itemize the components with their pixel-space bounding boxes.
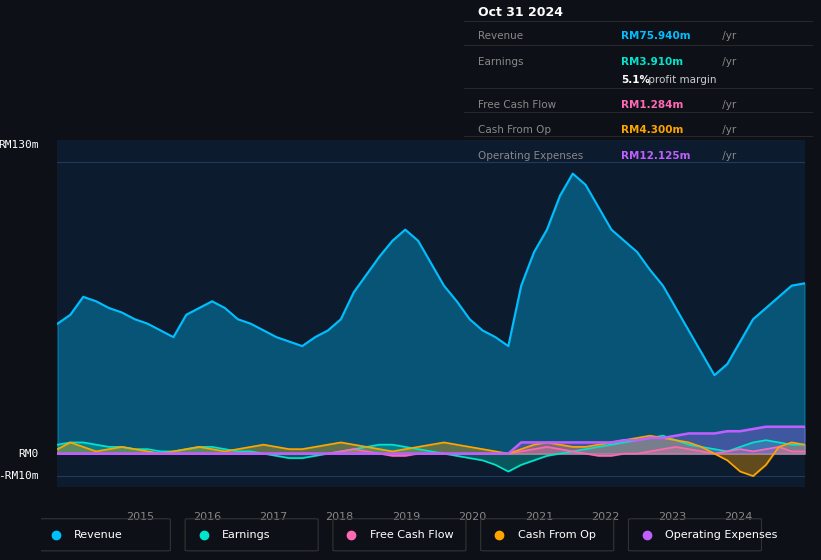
Text: /yr: /yr — [718, 125, 736, 136]
Text: Cash From Op: Cash From Op — [518, 530, 595, 540]
Text: Earnings: Earnings — [478, 57, 523, 67]
Text: Operating Expenses: Operating Expenses — [666, 530, 777, 540]
Text: Oct 31 2024: Oct 31 2024 — [478, 6, 563, 19]
Text: /yr: /yr — [718, 31, 736, 41]
Text: RM1.284m: RM1.284m — [621, 100, 683, 110]
Text: 5.1%: 5.1% — [621, 75, 650, 85]
Text: RM12.125m: RM12.125m — [621, 151, 690, 161]
Text: RM4.300m: RM4.300m — [621, 125, 683, 136]
Text: /yr: /yr — [718, 151, 736, 161]
Text: /yr: /yr — [718, 57, 736, 67]
Text: RM130m: RM130m — [0, 140, 39, 150]
Text: Revenue: Revenue — [478, 31, 523, 41]
Text: Cash From Op: Cash From Op — [478, 125, 551, 136]
Text: -RM10m: -RM10m — [0, 471, 39, 481]
Text: /yr: /yr — [718, 100, 736, 110]
Text: profit margin: profit margin — [645, 75, 717, 85]
Text: Operating Expenses: Operating Expenses — [478, 151, 583, 161]
Text: Earnings: Earnings — [222, 530, 271, 540]
Text: Free Cash Flow: Free Cash Flow — [478, 100, 556, 110]
Text: Revenue: Revenue — [75, 530, 123, 540]
Text: RM0: RM0 — [19, 449, 39, 459]
Text: Free Cash Flow: Free Cash Flow — [370, 530, 453, 540]
Text: RM75.940m: RM75.940m — [621, 31, 690, 41]
Text: RM3.910m: RM3.910m — [621, 57, 683, 67]
